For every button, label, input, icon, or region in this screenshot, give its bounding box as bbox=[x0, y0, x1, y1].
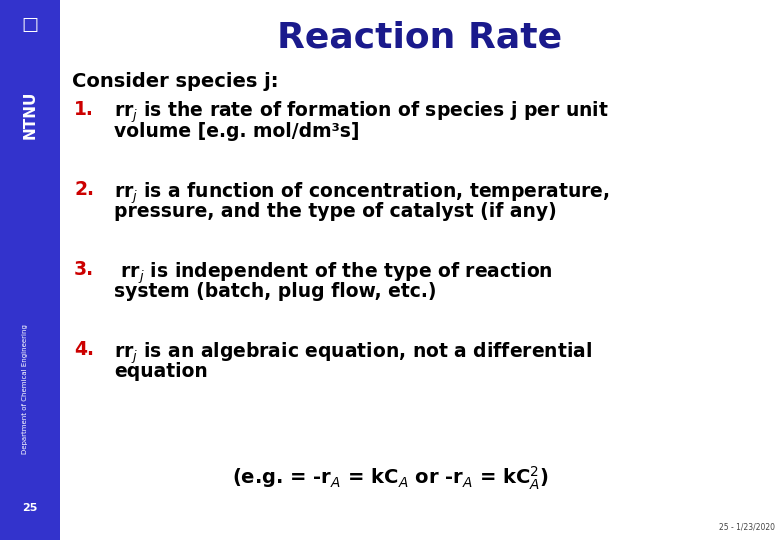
Text: 3.: 3. bbox=[74, 260, 94, 279]
Text: system (batch, plug flow, etc.): system (batch, plug flow, etc.) bbox=[114, 282, 437, 301]
Text: Department of Chemical Engineering: Department of Chemical Engineering bbox=[22, 324, 28, 454]
Text: (e.g. = -r$_A$ = kC$_A$ or -r$_A$ = kC$_A^2$): (e.g. = -r$_A$ = kC$_A$ or -r$_A$ = kC$_… bbox=[232, 464, 548, 491]
Text: 1.: 1. bbox=[74, 100, 94, 119]
Text: rr$_j$ is an algebraic equation, not a differential: rr$_j$ is an algebraic equation, not a d… bbox=[114, 340, 592, 366]
Text: rr$_j$ is independent of the type of reaction: rr$_j$ is independent of the type of rea… bbox=[114, 260, 553, 286]
Bar bbox=[0, 0, 60, 540]
Text: 25: 25 bbox=[23, 503, 37, 512]
Text: □: □ bbox=[22, 16, 38, 34]
Text: equation: equation bbox=[114, 362, 207, 381]
Text: rr$_j$ is a function of concentration, temperature,: rr$_j$ is a function of concentration, t… bbox=[114, 180, 610, 206]
Text: Reaction Rate: Reaction Rate bbox=[278, 20, 562, 54]
Text: Consider species j:: Consider species j: bbox=[72, 72, 278, 91]
Text: NTNU: NTNU bbox=[23, 91, 37, 139]
Text: 25 - 1/23/2020: 25 - 1/23/2020 bbox=[719, 523, 775, 532]
Text: volume [e.g. mol/dm³s]: volume [e.g. mol/dm³s] bbox=[114, 122, 360, 141]
Text: 4.: 4. bbox=[74, 340, 94, 359]
Text: rr$_j$ is the rate of formation of species j per unit: rr$_j$ is the rate of formation of speci… bbox=[114, 100, 608, 125]
Text: pressure, and the type of catalyst (if any): pressure, and the type of catalyst (if a… bbox=[114, 202, 557, 221]
Text: 2.: 2. bbox=[74, 180, 94, 199]
